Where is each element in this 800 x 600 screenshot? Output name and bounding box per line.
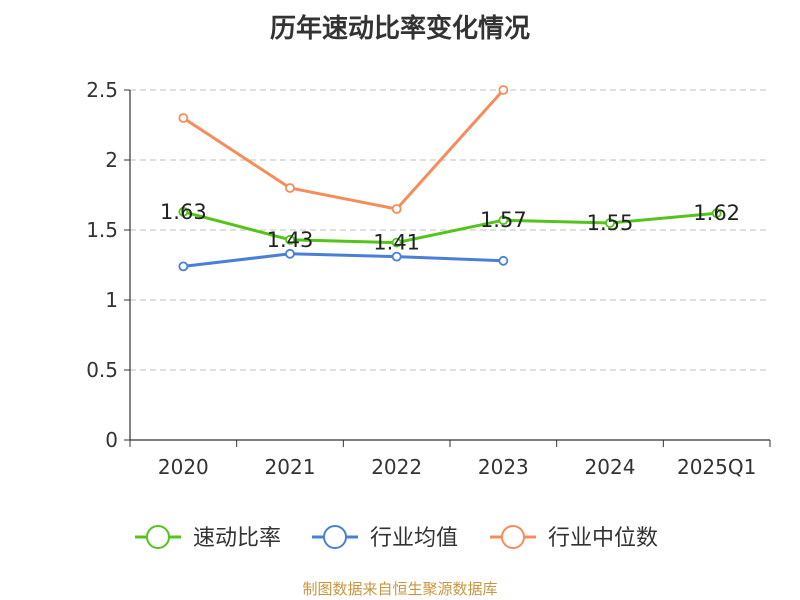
x-tick-label: 2023 (478, 455, 529, 479)
series-1 (178, 248, 509, 272)
data-point (498, 215, 509, 226)
data-point (711, 208, 722, 219)
source-note: 制图数据来自恒生聚源数据库 (302, 580, 498, 598)
y-tick-label: 0 (105, 428, 118, 452)
legend-marker-icon (323, 525, 347, 549)
data-point (178, 206, 189, 217)
data-point (498, 85, 509, 95)
y-tick-label: 2.5 (86, 78, 118, 102)
data-point (285, 234, 295, 245)
data-point (391, 251, 402, 262)
data-point (178, 261, 189, 272)
y-tick-label: 1.5 (86, 218, 118, 242)
legend-marker-icon (146, 525, 170, 549)
data-point (605, 218, 615, 228)
series-2 (178, 85, 509, 214)
data-point (498, 255, 509, 266)
data-label: 1.57 (480, 208, 527, 232)
data-point (285, 183, 295, 193)
data-point (285, 248, 295, 259)
x-tick-label: 2021 (265, 455, 316, 479)
series-0: 1.63 1.43 1.41 1.57 1.55 1.62 (160, 200, 740, 255)
series-line (182, 210, 717, 245)
data-point (391, 204, 402, 214)
series-line (182, 88, 505, 211)
y-tick-label: 2 (105, 148, 118, 172)
data-point (178, 113, 189, 123)
data-label: 1.63 (160, 200, 207, 224)
data-point (391, 237, 402, 248)
data-label: 1.43 (267, 228, 314, 252)
chart-title: 历年速动比率变化情况 (269, 14, 530, 44)
data-label: 1.55 (587, 211, 634, 235)
y-tick-label: 0.5 (86, 358, 118, 382)
data-label: 1.41 (373, 231, 420, 255)
legend-item-2: 行业中位数 (490, 525, 658, 551)
legend-label: 行业均值 (370, 526, 458, 551)
x-tick-label: 2024 (585, 455, 636, 479)
x-tick-label: 2020 (158, 455, 209, 479)
y-tick-label: 1 (105, 288, 118, 312)
legend-label: 行业中位数 (548, 526, 658, 551)
legend-label: 速动比率 (193, 526, 281, 551)
x-tick-label: 2025Q1 (677, 455, 756, 479)
data-label: 1.62 (693, 201, 740, 225)
series-line (183, 252, 504, 268)
legend-marker-icon (501, 525, 525, 549)
legend-item-1: 行业均值 (312, 525, 458, 551)
legend-item-0: 速动比率 (135, 525, 281, 551)
x-tick-label: 2022 (371, 455, 422, 479)
